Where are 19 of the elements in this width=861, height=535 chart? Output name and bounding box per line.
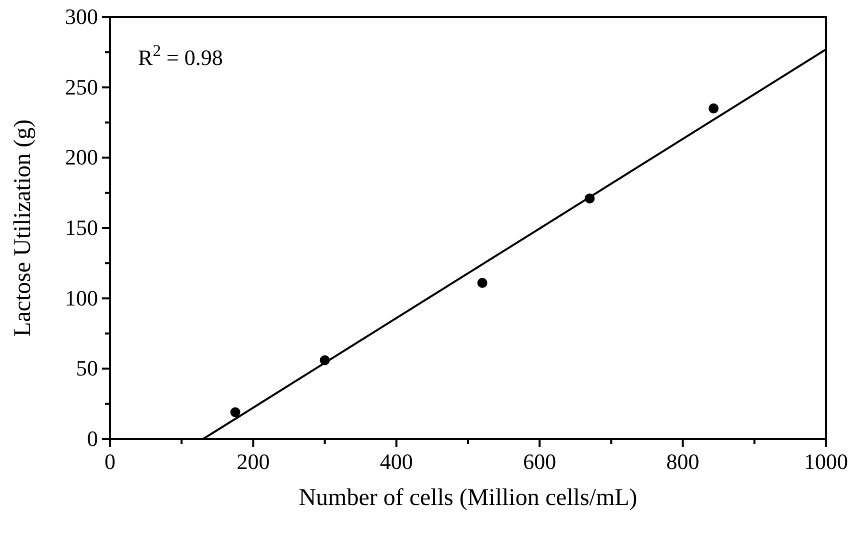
y-tick-label: 0 (87, 426, 98, 451)
y-tick-label: 250 (65, 74, 98, 100)
x-tick-label: 0 (104, 449, 116, 474)
annotation: R$^{2}$ = 0.98 (138, 40, 223, 70)
y-tick-label: 50 (76, 356, 98, 381)
x-axis-title: Number of cells (Million cells/mL) (298, 485, 638, 511)
y-tick-label: 200 (65, 144, 98, 170)
point (477, 278, 488, 288)
y-axis-title: Lactose Utilization (g) (10, 119, 36, 337)
x-tick-label: 200 (236, 449, 270, 474)
point (708, 103, 719, 114)
y-tick-label: 150 (65, 215, 98, 240)
x-tick-label: 400 (380, 449, 413, 474)
x-tick-label: 600 (523, 449, 556, 474)
point (230, 407, 240, 418)
y-tick-label: 300 (65, 4, 98, 29)
y-tick-label: 100 (65, 285, 98, 310)
x-tick-label: 800 (666, 449, 700, 474)
x-tick-label: 1000 (804, 449, 848, 474)
